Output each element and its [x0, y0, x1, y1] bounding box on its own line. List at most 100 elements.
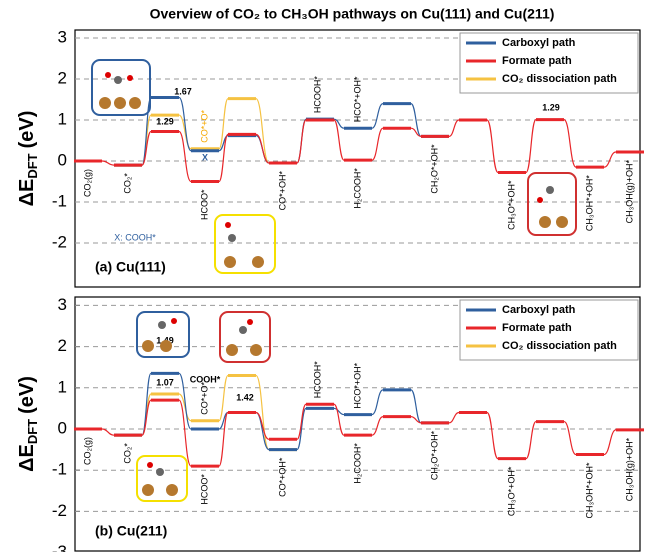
connector — [255, 133, 270, 164]
x-category-label: CO₂* — [122, 443, 132, 464]
atom — [114, 76, 122, 84]
y-tick-label: 2 — [58, 336, 67, 355]
atom — [556, 216, 568, 228]
x-category-label: CH₃O*+OH* — [506, 180, 516, 230]
connector — [486, 119, 499, 174]
y-tick-label: 3 — [58, 27, 67, 46]
x-category-label: CO*+OH* — [277, 457, 287, 497]
x-category-label: CH₃OH(g)+OH* — [624, 159, 634, 223]
legend-label: CO₂ dissociation path — [502, 73, 617, 85]
atom — [160, 340, 172, 352]
y-tick-label: -1 — [52, 460, 67, 479]
atom — [99, 97, 111, 109]
connector — [255, 411, 270, 440]
atom — [166, 484, 178, 496]
connector — [218, 98, 229, 150]
atoms — [99, 72, 568, 496]
legend-label: CO₂ dissociation path — [502, 340, 617, 352]
connector — [141, 130, 152, 166]
y-tick-label: 1 — [58, 377, 67, 396]
atom — [147, 462, 153, 468]
atom — [105, 72, 111, 78]
atom — [224, 256, 236, 268]
connector — [101, 428, 115, 436]
connector — [178, 393, 192, 422]
connector — [218, 411, 229, 467]
upper-state-label: HCO*+OH* — [352, 76, 362, 122]
annotation: 1.67 — [174, 86, 192, 96]
connector — [218, 374, 229, 422]
y-label-main: ΔE — [16, 179, 38, 207]
upper-state-label: CO*+O* — [199, 382, 209, 415]
inset-box — [214, 214, 276, 274]
connector — [296, 119, 307, 164]
connector — [410, 103, 422, 137]
y-tick-label: -2 — [52, 232, 67, 251]
connector — [178, 399, 192, 467]
x-category-label: HCOO* — [199, 189, 209, 220]
y-label-sub: DFT — [25, 419, 40, 444]
atom — [127, 75, 133, 81]
atom — [252, 256, 264, 268]
x-category-label: CH₃OH*+OH* — [584, 462, 594, 518]
legend-label: Formate path — [502, 322, 572, 334]
connector — [178, 130, 192, 183]
x-category-label: CH₂O*+OH* — [429, 430, 439, 480]
atom — [247, 319, 253, 325]
atom — [156, 468, 164, 476]
y-tick-label: -3 — [52, 542, 67, 552]
panel-label: (a) Cu(111) — [95, 259, 166, 275]
connector — [525, 118, 537, 174]
atom — [158, 321, 166, 329]
x-category-label: CH₃O*+OH* — [506, 466, 516, 516]
annotation: COOH* — [190, 374, 221, 384]
connector — [603, 429, 617, 456]
connector — [486, 411, 499, 460]
upper-state-label: HCOOH* — [312, 361, 322, 398]
x-category-label: CH₃OH(g)+OH* — [624, 437, 634, 501]
upper-state-label: CO*+O* — [199, 109, 209, 142]
x-category-label: HCOO* — [199, 474, 209, 505]
x-category-label: CH₃OH*+OH* — [584, 175, 594, 231]
atom — [250, 344, 262, 356]
connector — [333, 403, 345, 436]
legend-label: Carboxyl path — [502, 37, 576, 49]
connector — [218, 133, 229, 183]
connector — [296, 407, 307, 451]
atom — [539, 216, 551, 228]
connector — [296, 403, 307, 440]
connector — [371, 389, 384, 416]
connector — [333, 407, 345, 416]
inset-box — [136, 455, 188, 502]
inset-box — [527, 172, 577, 236]
atom — [228, 234, 236, 242]
y-label-unit: (eV) — [16, 376, 38, 414]
panel-label: (b) Cu(211) — [95, 523, 167, 539]
annotation: 1.29 — [542, 102, 560, 112]
connector — [333, 118, 345, 129]
y-label-main: ΔE — [16, 444, 38, 472]
insets — [91, 59, 577, 502]
annotation: 1.42 — [236, 392, 254, 402]
annotation: X: COOH* — [114, 232, 156, 242]
x-category-label: CO*+OH* — [277, 171, 287, 211]
atom — [537, 197, 543, 203]
connector — [525, 420, 537, 460]
y-label-unit: (eV) — [16, 111, 38, 149]
y-tick-label: -2 — [52, 501, 67, 520]
atom — [142, 484, 154, 496]
atom — [114, 97, 126, 109]
y-label-sub: DFT — [25, 153, 40, 178]
y-tick-label: -1 — [52, 191, 67, 210]
y-tick-label: 3 — [58, 295, 67, 314]
inset-box — [219, 311, 271, 363]
figure-title: Overview of CO₂ to CH₃OH pathways on Cu(… — [150, 6, 555, 22]
connector — [178, 114, 192, 150]
annotation: 1.29 — [156, 116, 174, 126]
connector — [178, 372, 192, 430]
connector — [410, 389, 422, 424]
x-category-label: CO₂* — [122, 173, 132, 194]
atom — [239, 326, 247, 334]
connector — [371, 103, 384, 129]
inset-box — [91, 59, 151, 116]
